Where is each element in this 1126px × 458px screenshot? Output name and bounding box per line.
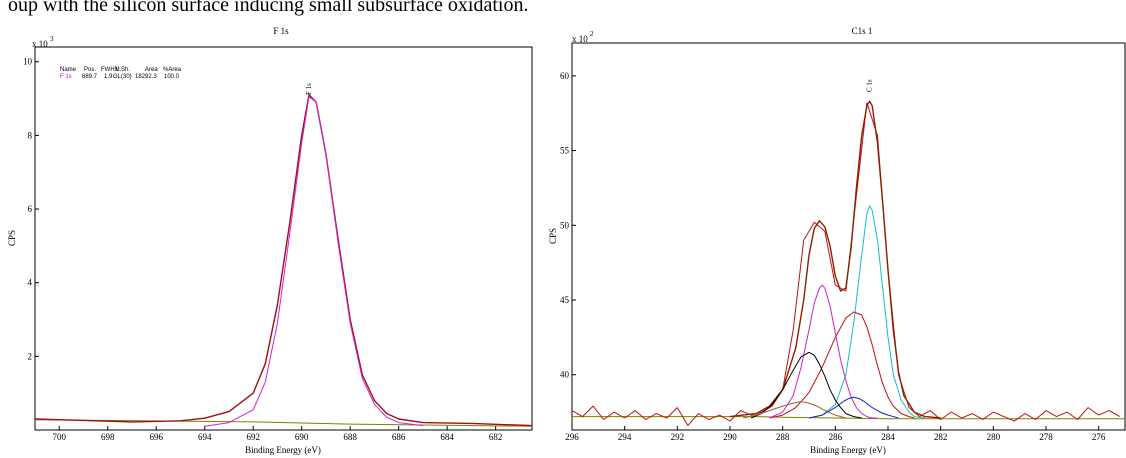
y-multiplier-exponent: 3 bbox=[50, 35, 54, 43]
x-tick-label: 692 bbox=[246, 432, 260, 442]
x-tick-label: 278 bbox=[1039, 432, 1053, 442]
legend-header-fwhm: FWHM bbox=[101, 67, 120, 73]
x-tick-label: 276 bbox=[1092, 432, 1106, 442]
y-tick-label: 6 bbox=[28, 204, 33, 214]
caption-text: oup with the silicon surface inducing sm… bbox=[8, 0, 529, 16]
y-multiplier-exponent: 2 bbox=[590, 30, 594, 38]
x-tick-label: 288 bbox=[776, 432, 790, 442]
legend-row-pct-area: 100.0 bbox=[164, 74, 180, 80]
y-tick-label: 8 bbox=[28, 130, 33, 140]
legend-row-area: 18292.3 bbox=[135, 74, 157, 80]
y-tick-label: 40 bbox=[560, 370, 570, 380]
y-tick-label: 45 bbox=[560, 295, 570, 305]
plot-frame bbox=[34, 46, 533, 431]
y-ticks: 40 45 50 55 60 bbox=[560, 71, 576, 380]
y-tick-label: 10 bbox=[23, 57, 33, 67]
plot-frame bbox=[571, 42, 1126, 431]
chart-title: C1s 1 bbox=[852, 26, 873, 36]
y-axis-label: CPS bbox=[548, 228, 558, 244]
x-tick-label: 698 bbox=[101, 432, 115, 442]
y-axis-label: CPS bbox=[7, 230, 17, 246]
legend-row-name: F 1s bbox=[60, 74, 72, 80]
x-tick-label: 294 bbox=[618, 432, 632, 442]
legend-header-pct-area: %Area bbox=[163, 67, 182, 73]
legend-row-fwhm: 1.9 bbox=[104, 74, 113, 80]
chart-f1s: F 1s x 10 3 2 4 6 8 10 700 698 696 694 692 690 688… bbox=[7, 26, 533, 455]
series-component-1 bbox=[204, 96, 423, 427]
series-envelope-1 bbox=[729, 100, 941, 419]
series-lines bbox=[571, 100, 1125, 426]
x-tick-label: 690 bbox=[295, 432, 309, 442]
peak-label: F 1s bbox=[305, 83, 313, 95]
series-component-3 bbox=[769, 311, 915, 419]
x-tick-label: 286 bbox=[829, 432, 843, 442]
series-raw-0 bbox=[571, 102, 1120, 426]
x-tick-label: 684 bbox=[440, 432, 454, 442]
x-axis-label: Binding Energy (eV) bbox=[245, 445, 321, 455]
x-tick-label: 696 bbox=[149, 432, 163, 442]
y-multiplier: x 10 bbox=[32, 39, 48, 49]
x-ticks: 296 294 292 290 288 286 284 282 280 278 276 bbox=[565, 426, 1106, 442]
y-tick-label: 2 bbox=[28, 351, 33, 361]
x-ticks: 700 698 696 694 692 690 688 686 684 682 bbox=[52, 426, 502, 442]
x-tick-label: 296 bbox=[565, 432, 579, 442]
legend-row-lsh: GL(30) bbox=[113, 74, 132, 80]
y-tick-label: 4 bbox=[28, 278, 33, 288]
y-ticks: 2 4 6 8 10 bbox=[23, 57, 39, 361]
x-tick-label: 686 bbox=[392, 432, 406, 442]
chart-title: F 1s bbox=[273, 26, 289, 36]
series-lines bbox=[34, 94, 533, 427]
peak-label: C 1s bbox=[866, 79, 874, 92]
series-component-6 bbox=[808, 396, 899, 419]
legend-header-area: Area bbox=[145, 67, 158, 73]
series-component-2 bbox=[808, 205, 925, 419]
series-component-5 bbox=[750, 351, 862, 419]
y-tick-label: 55 bbox=[560, 146, 570, 156]
y-tick-label: 60 bbox=[560, 71, 570, 81]
legend-header-pos: Pos. bbox=[84, 67, 96, 73]
x-tick-label: 290 bbox=[723, 432, 737, 442]
background-line bbox=[572, 416, 1125, 420]
series-component-7 bbox=[743, 401, 847, 419]
legend-row-pos: 689.7 bbox=[82, 74, 98, 80]
y-multiplier: x 10 bbox=[572, 34, 588, 44]
x-tick-label: 282 bbox=[934, 432, 948, 442]
background-line bbox=[34, 419, 533, 427]
x-tick-label: 688 bbox=[343, 432, 357, 442]
x-tick-label: 292 bbox=[671, 432, 685, 442]
legend-header-lsh: L.Sh. bbox=[116, 67, 130, 73]
x-tick-label: 694 bbox=[198, 432, 212, 442]
series-envelope-0 bbox=[34, 94, 533, 427]
legend-header-name: Name bbox=[60, 67, 77, 73]
series-component-4 bbox=[769, 284, 878, 419]
x-tick-label: 700 bbox=[52, 432, 66, 442]
legend-table: Name Pos. FWHM L.Sh. Area %Area F 1s 689… bbox=[60, 67, 182, 80]
y-tick-label: 50 bbox=[560, 220, 570, 230]
x-tick-label: 280 bbox=[987, 432, 1001, 442]
x-tick-label: 682 bbox=[489, 432, 503, 442]
x-axis-label: Binding Energy (eV) bbox=[810, 445, 886, 455]
x-tick-label: 284 bbox=[881, 432, 895, 442]
